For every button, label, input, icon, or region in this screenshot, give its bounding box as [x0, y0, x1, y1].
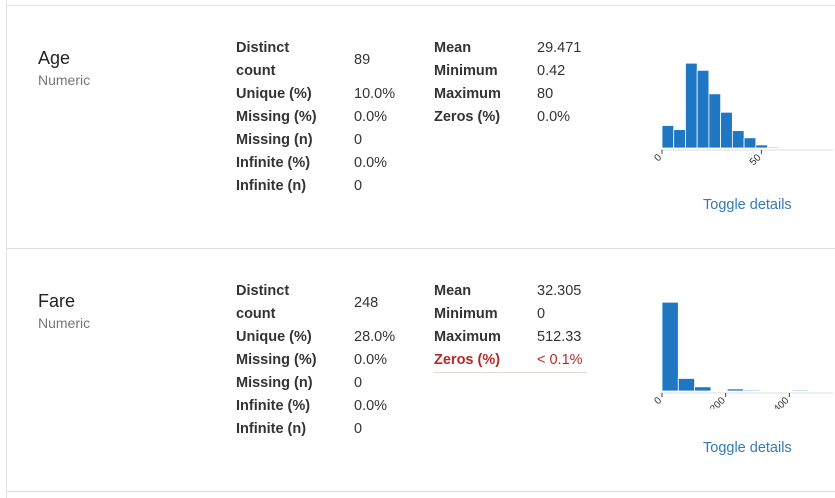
histogram-chart: 0 200 400 [652, 301, 833, 409]
stat-label: Missing (n) [236, 132, 313, 148]
stat-row: Infinite (%) 0.0% [236, 395, 395, 418]
stat-row: Infinite (n) 0 [236, 418, 395, 441]
stat-value: 10.0% [354, 86, 396, 102]
stat-row: Zeros (%) 0.0% [434, 106, 585, 129]
stat-row: Missing (n) 0 [236, 129, 395, 152]
stat-label: Minimum [434, 63, 498, 79]
stat-row: Minimum 0.42 [434, 60, 585, 83]
histogram-bar [677, 378, 695, 392]
stat-value: 32.305 [537, 283, 582, 299]
stat-value: 512.33 [537, 329, 582, 345]
histogram-bar [731, 130, 745, 149]
stat-label: Minimum [434, 306, 498, 322]
stat-row: Unique (%) 10.0% [236, 83, 395, 106]
stat-label: Distinct count [236, 283, 290, 322]
histogram-bar [755, 144, 768, 149]
stats-table-left: Distinct count 89 Unique (%) 10.0% Missing (… [236, 37, 395, 198]
stat-row: Mean 29.471 [434, 37, 585, 60]
stat-row: Maximum 512.33 [434, 326, 587, 349]
stat-label: Mean [434, 283, 472, 299]
stat-label: Infinite (n) [236, 178, 307, 194]
stat-row: Infinite (n) 0 [236, 175, 395, 198]
frame-border-top [6, 5, 835, 6]
histogram-bar [694, 386, 712, 392]
stat-value: 80 [537, 86, 554, 102]
variable-type: Numeric [38, 315, 91, 331]
variable-name: Fare [38, 291, 76, 311]
stat-value: 0 [354, 375, 363, 391]
stat-label: Missing (%) [236, 352, 317, 368]
stat-value: 0.42 [537, 63, 566, 79]
histogram-chart: 0 50 [652, 62, 833, 166]
stat-label: Maximum [434, 329, 501, 345]
stat-value: 0.0% [354, 155, 388, 171]
stat-row: Maximum 80 [434, 83, 585, 106]
variable-type: Numeric [38, 72, 91, 88]
stat-label: Infinite (n) [236, 421, 307, 437]
variable-fare: Fare Numeric Distinct count 248 Unique (%) 28… [7, 249, 835, 492]
histogram-bar [726, 388, 744, 392]
histogram-bar [720, 111, 733, 149]
histogram-bar [685, 62, 698, 149]
stat-label: Missing (%) [236, 109, 317, 125]
stat-value: 248 [354, 294, 379, 311]
stat-label: Unique (%) [236, 329, 312, 345]
histogram-bar [743, 137, 757, 149]
histogram-bar [743, 389, 761, 392]
stat-value: < 0.1% [537, 349, 587, 373]
stat-label: Infinite (%) [236, 155, 311, 171]
stat-value: 0 [537, 306, 546, 322]
stat-row: Distinct count 248 [236, 280, 395, 326]
stat-row-alert: Zeros (%) < 0.1% [434, 349, 587, 373]
stat-value: 0 [354, 178, 363, 194]
stat-label: Zeros (%) [434, 349, 537, 373]
x-tick-label: 0 [652, 395, 664, 407]
stat-label: Unique (%) [236, 86, 312, 102]
x-tick-label: 50 [748, 152, 764, 166]
stat-value: 0.0% [354, 109, 388, 125]
stat-label: Zeros (%) [434, 109, 501, 125]
x-tick-label: 0 [652, 152, 664, 164]
stats-table-right: Mean 29.471 Minimum 0.42 Maximum 80 Zeros (%) 0… [434, 37, 585, 129]
histogram-bar [708, 93, 722, 149]
histogram-bar [696, 69, 710, 149]
toggle-details-link[interactable]: Toggle details [703, 197, 792, 213]
frame-border-left [6, 0, 7, 498]
variable-name: Age [38, 48, 71, 68]
variable-age: Age Numeric Distinct count 89 Unique (%) 10.0… [7, 6, 835, 249]
histogram-bar [661, 301, 679, 392]
stat-label: Infinite (%) [236, 398, 311, 414]
stat-row: Distinct count 89 [236, 37, 395, 83]
stat-value: 0.0% [354, 398, 388, 414]
stat-label: Maximum [434, 86, 501, 102]
stat-label: Missing (n) [236, 375, 313, 391]
stat-row: Missing (n) 0 [236, 372, 395, 395]
stats-table-right: Mean 32.305 Minimum 0 Maximum 512.33 Zeros (%)… [434, 280, 587, 373]
stat-value: 0 [354, 421, 363, 437]
stat-value: 0.0% [354, 352, 388, 368]
stats-table-left: Distinct count 248 Unique (%) 28.0% Missing … [236, 280, 395, 441]
stat-row: Missing (%) 0.0% [236, 106, 395, 129]
stat-label: Distinct count [236, 40, 290, 79]
stat-row: Minimum 0 [434, 303, 587, 326]
histogram-bar [767, 146, 780, 149]
stat-value: 0 [354, 132, 363, 148]
stat-value: 28.0% [354, 329, 396, 345]
x-tick-label: 400 [772, 395, 792, 409]
stat-row: Unique (%) 28.0% [236, 326, 395, 349]
stat-label: Mean [434, 40, 472, 56]
histogram-bar [791, 389, 810, 392]
stat-value: 29.471 [537, 40, 582, 56]
stat-row: Missing (%) 0.0% [236, 349, 395, 372]
stat-value: 89 [354, 51, 371, 68]
histogram-bar [673, 129, 686, 149]
x-tick-label: 200 [708, 395, 728, 409]
histogram-bar [661, 125, 675, 149]
stat-row: Mean 32.305 [434, 280, 587, 303]
stat-value: 0.0% [537, 109, 571, 125]
stat-row: Infinite (%) 0.0% [236, 152, 395, 175]
toggle-details-link[interactable]: Toggle details [703, 440, 792, 456]
